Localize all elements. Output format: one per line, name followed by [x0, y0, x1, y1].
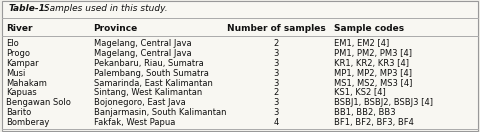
Text: Magelang, Central Java: Magelang, Central Java: [94, 39, 191, 48]
Text: Sample codes: Sample codes: [334, 24, 404, 33]
Text: Magelang, Central Java: Magelang, Central Java: [94, 49, 191, 58]
Text: MP1, MP2, MP3 [4]: MP1, MP2, MP3 [4]: [334, 69, 411, 78]
Text: 3: 3: [273, 69, 279, 78]
Text: Bomberay: Bomberay: [6, 118, 49, 127]
Text: Progo: Progo: [6, 49, 30, 58]
Text: River: River: [6, 24, 32, 33]
Text: KR1, KR2, KR3 [4]: KR1, KR2, KR3 [4]: [334, 59, 408, 68]
Text: Palembang, South Sumatra: Palembang, South Sumatra: [94, 69, 208, 78]
Text: BB1, BB2, BB3: BB1, BB2, BB3: [334, 108, 395, 117]
Text: Province: Province: [94, 24, 138, 33]
Text: BSBJ1, BSBJ2, BSBJ3 [4]: BSBJ1, BSBJ2, BSBJ3 [4]: [334, 98, 432, 107]
Text: Bojonegoro, East Java: Bojonegoro, East Java: [94, 98, 185, 107]
Text: Musi: Musi: [6, 69, 25, 78]
Text: KS1, KS2 [4]: KS1, KS2 [4]: [334, 88, 385, 97]
Text: BF1, BF2, BF3, BF4: BF1, BF2, BF3, BF4: [334, 118, 413, 127]
Text: Bengawan Solo: Bengawan Solo: [6, 98, 71, 107]
Text: Elo: Elo: [6, 39, 19, 48]
Text: 3: 3: [273, 108, 279, 117]
Text: Samples used in this study.: Samples used in this study.: [41, 4, 168, 13]
Text: 3: 3: [273, 49, 279, 58]
Text: Kapuas: Kapuas: [6, 88, 36, 97]
Text: EM1, EM2 [4]: EM1, EM2 [4]: [334, 39, 389, 48]
Text: Barito: Barito: [6, 108, 31, 117]
Text: 4: 4: [274, 118, 278, 127]
Text: 3: 3: [273, 98, 279, 107]
Text: PM1, PM2, PM3 [4]: PM1, PM2, PM3 [4]: [334, 49, 411, 58]
Text: Kampar: Kampar: [6, 59, 38, 68]
Text: Table-1:: Table-1:: [8, 4, 48, 13]
Text: MS1, MS2, MS3 [4]: MS1, MS2, MS3 [4]: [334, 79, 412, 88]
Text: Mahakam: Mahakam: [6, 79, 47, 88]
Text: 2: 2: [274, 88, 278, 97]
Text: Banjarmasin, South Kalimantan: Banjarmasin, South Kalimantan: [94, 108, 226, 117]
Text: 3: 3: [273, 79, 279, 88]
Text: 2: 2: [274, 39, 278, 48]
Text: Fakfak, West Papua: Fakfak, West Papua: [94, 118, 175, 127]
Text: Number of samples: Number of samples: [227, 24, 325, 33]
Text: Sintang, West Kalimantan: Sintang, West Kalimantan: [94, 88, 202, 97]
Text: Samarinda, East Kalimantan: Samarinda, East Kalimantan: [94, 79, 213, 88]
Text: Pekanbaru, Riau, Sumatra: Pekanbaru, Riau, Sumatra: [94, 59, 204, 68]
Text: 3: 3: [273, 59, 279, 68]
